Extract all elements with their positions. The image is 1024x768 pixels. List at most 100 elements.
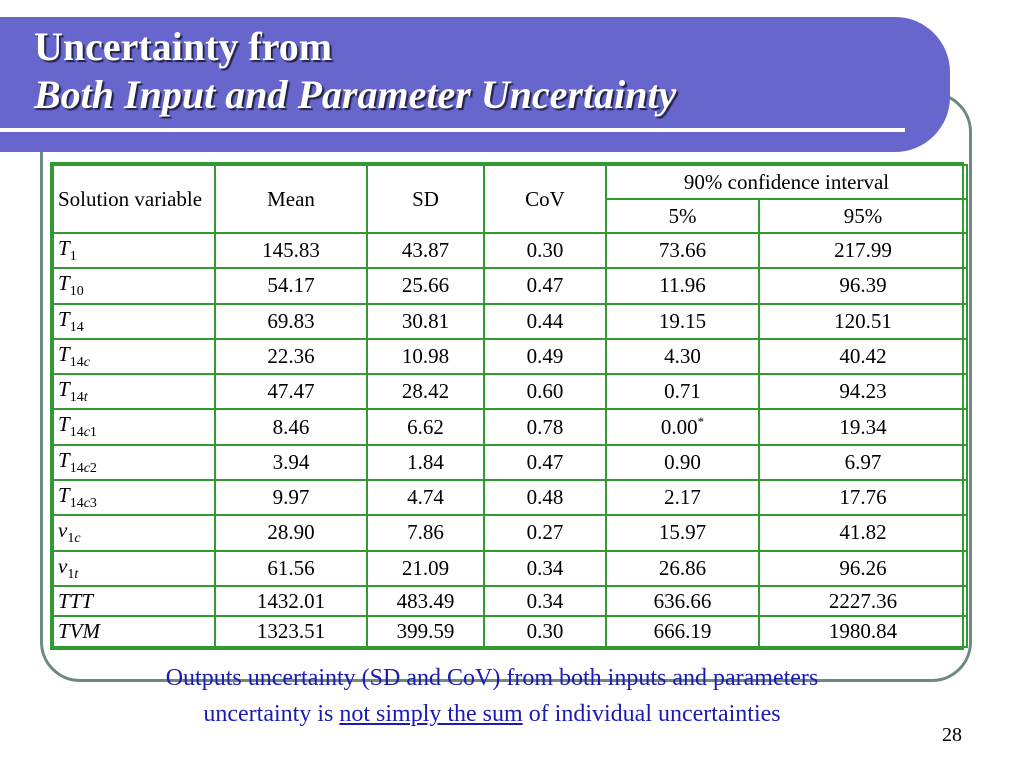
cell-cov: 0.47 bbox=[483, 443, 607, 481]
cell-sd: 1.84 bbox=[366, 443, 485, 481]
cell-95-percent: 40.42 bbox=[758, 337, 968, 376]
variable-subscript: 14t bbox=[70, 390, 88, 405]
table-row: T14c 22.36 10.98 0.49 4.30 40.42 bbox=[52, 337, 968, 376]
subscript-number: 1 bbox=[67, 566, 75, 582]
cell-cov-value: 0.60 bbox=[526, 379, 564, 404]
cell-mean: 47.47 bbox=[214, 373, 368, 411]
caption-emphasis: not simply the sum bbox=[339, 701, 523, 727]
caption-line-1: Outputs uncertainty (SD and CoV) from bo… bbox=[165, 665, 819, 691]
cell-5-percent-value: 0.71 bbox=[664, 379, 701, 404]
cell-5-percent: 73.66 bbox=[605, 231, 760, 270]
subscript-number: 10 bbox=[69, 284, 84, 300]
cell-cov: 0.30 bbox=[483, 615, 607, 648]
cell-5-percent-value: 666.19 bbox=[653, 619, 712, 644]
caption-line-2-start: uncertainty is bbox=[203, 701, 340, 727]
cell-95-percent: 41.82 bbox=[758, 514, 968, 552]
cell-95-percent: 94.23 bbox=[758, 373, 968, 411]
cell-sd-value: 43.87 bbox=[401, 238, 450, 263]
cell-mean-value: 54.17 bbox=[267, 273, 315, 298]
cell-sd-value: 483.49 bbox=[396, 588, 455, 613]
row-variable-label: T1 bbox=[52, 231, 216, 270]
variable-subscript: 10 bbox=[70, 285, 84, 300]
cell-95-percent-value: 40.42 bbox=[839, 343, 887, 368]
variable-symbol: v bbox=[58, 518, 68, 543]
cell-5-percent: 0.71 bbox=[605, 373, 760, 411]
row-variable-label: T14c bbox=[52, 337, 216, 376]
variable-symbol: T bbox=[58, 377, 70, 402]
cell-5-percent-value: 15.97 bbox=[658, 520, 707, 545]
subscript-letter: c bbox=[83, 425, 90, 441]
header-cov: CoV bbox=[483, 164, 607, 234]
cell-5-percent-value: 0.00 bbox=[660, 415, 698, 440]
cell-mean-value: 9.97 bbox=[272, 485, 310, 510]
cell-cov-value: 0.78 bbox=[526, 414, 564, 439]
variable-symbol: T bbox=[58, 483, 70, 508]
subscript-number: 14 bbox=[69, 319, 84, 335]
cell-95-percent-value: 96.39 bbox=[839, 273, 887, 298]
subscript-letter: c bbox=[83, 355, 90, 371]
header-mean: Mean bbox=[214, 164, 368, 234]
table-row: T10 54.17 25.66 0.47 11.96 96.39 bbox=[52, 267, 968, 305]
cell-mean-value: 145.83 bbox=[262, 238, 320, 263]
cell-mean-value: 8.46 bbox=[272, 414, 310, 439]
cell-sd: 43.87 bbox=[366, 231, 485, 270]
cell-sd: 28.42 bbox=[366, 373, 485, 411]
subscript-number: 14 bbox=[69, 355, 84, 371]
table-row: v1t 61.56 21.09 0.34 26.86 96.26 bbox=[52, 549, 968, 587]
table-header-row: Solution variable Mean SD CoV 90% confid… bbox=[52, 164, 968, 234]
cell-5-percent: 636.66 bbox=[605, 584, 760, 618]
cell-95-percent: 6.97 bbox=[758, 443, 968, 481]
subscript-letter: c bbox=[83, 460, 90, 476]
cell-cov-value: 0.30 bbox=[526, 238, 564, 263]
cell-95-percent: 96.39 bbox=[758, 267, 968, 305]
cell-cov-value: 0.49 bbox=[526, 343, 564, 368]
subscript-number: 14 bbox=[69, 390, 84, 406]
cell-5-percent: 2.17 bbox=[605, 478, 760, 517]
cell-sd: 10.98 bbox=[366, 337, 485, 376]
cell-mean-value: 22.36 bbox=[267, 343, 315, 368]
cell-5-percent: 666.19 bbox=[605, 615, 760, 648]
cell-cov-value: 0.30 bbox=[526, 619, 564, 644]
subscript-index: 1 bbox=[89, 425, 97, 441]
cell-95-percent-value: 41.82 bbox=[839, 520, 887, 545]
row-variable-label: T14c3 bbox=[52, 478, 216, 517]
cell-5-percent-value: 11.96 bbox=[659, 273, 706, 298]
table-row: TVM 1323.51 399.59 0.30 666.19 1980.84 bbox=[52, 615, 968, 648]
variable-subscript: 1 bbox=[70, 249, 77, 264]
subscript-index: 2 bbox=[89, 460, 97, 476]
cell-95-percent: 19.34 bbox=[758, 408, 968, 446]
cell-cov: 0.30 bbox=[483, 231, 607, 270]
table-row: T14c1 8.46 6.62 0.78 0.00* 19.34 bbox=[52, 408, 968, 446]
row-variable-label: T10 bbox=[52, 267, 216, 305]
cell-mean: 61.56 bbox=[214, 549, 368, 587]
caption-line-2-end: of individual uncertainties bbox=[522, 701, 781, 727]
variable-symbol: T bbox=[58, 236, 70, 261]
header-solution-variable: Solution variable bbox=[52, 164, 216, 234]
cell-mean: 8.46 bbox=[214, 408, 368, 446]
cell-95-percent-value: 1980.84 bbox=[828, 619, 898, 644]
cell-5-percent: 0.00* bbox=[605, 408, 760, 446]
cell-sd-value: 1.84 bbox=[407, 449, 444, 474]
cell-sd-value: 21.09 bbox=[401, 555, 450, 580]
variable-symbol: TTT bbox=[58, 588, 94, 613]
cell-5-percent: 11.96 bbox=[605, 267, 760, 305]
cell-sd-value: 28.42 bbox=[401, 379, 450, 404]
slide-caption: Outputs uncertainty (SD and CoV) from bo… bbox=[0, 660, 984, 732]
cell-5-percent: 15.97 bbox=[605, 514, 760, 552]
cell-sd-value: 10.98 bbox=[401, 343, 450, 368]
header-sd: SD bbox=[366, 164, 485, 234]
cell-5-percent: 0.90 bbox=[605, 443, 760, 481]
cell-cov-value: 0.48 bbox=[526, 485, 564, 510]
cell-sd-value: 6.62 bbox=[407, 414, 444, 439]
footnote-marker: * bbox=[697, 414, 705, 430]
cell-cov: 0.48 bbox=[483, 478, 607, 517]
header-95-percent: 95% bbox=[758, 198, 968, 234]
table-row: T14c3 9.97 4.74 0.48 2.17 17.76 bbox=[52, 478, 968, 517]
cell-95-percent: 217.99 bbox=[758, 231, 968, 270]
page-number: 28 bbox=[942, 724, 962, 746]
cell-5-percent-value: 19.15 bbox=[658, 308, 707, 333]
cell-mean-value: 47.47 bbox=[267, 379, 315, 404]
variable-subscript: 14c1 bbox=[70, 426, 97, 441]
row-variable-label: v1t bbox=[52, 549, 216, 587]
variable-subscript: 1c bbox=[67, 531, 80, 546]
